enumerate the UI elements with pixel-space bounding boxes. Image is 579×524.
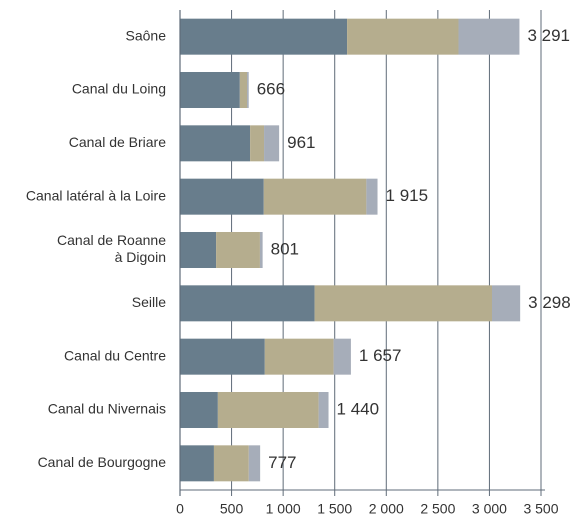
x-tick-label: 0 <box>176 501 184 517</box>
bar-segment <box>180 18 348 55</box>
bar-segment <box>216 232 260 268</box>
bar-segment <box>318 392 329 428</box>
bar-segment <box>264 125 280 162</box>
bar-segment <box>250 125 265 162</box>
bar-segment <box>239 72 248 108</box>
bar-segment <box>333 338 351 375</box>
bar-segment <box>248 445 261 482</box>
x-tick-label: 500 <box>220 501 244 517</box>
x-tick-label: 1 500 <box>317 501 352 517</box>
bar-segment <box>458 18 520 55</box>
total-label: 1 915 <box>386 186 429 205</box>
bar-segment <box>347 18 459 55</box>
category-label: à Digoin <box>115 249 166 265</box>
bar-segment <box>263 178 367 215</box>
category-label: Seille <box>132 294 166 310</box>
bar-segment <box>180 338 265 375</box>
total-label: 801 <box>271 239 299 258</box>
bar-segment <box>217 392 319 428</box>
category-label: Canal du Nivernais <box>48 401 166 417</box>
bar-segment <box>264 338 334 375</box>
bar-segment <box>180 178 264 215</box>
category-label: Canal du Loing <box>72 81 166 97</box>
x-tick-label: 2 000 <box>369 501 404 517</box>
total-label: 1 657 <box>359 346 402 365</box>
total-label: 961 <box>287 133 315 152</box>
total-label: 3 298 <box>528 293 571 312</box>
bar-segment <box>180 445 214 482</box>
x-tick-label: 2 500 <box>420 501 455 517</box>
bar-segment <box>259 232 263 268</box>
bar-segment <box>213 445 249 482</box>
category-label: Canal de Roanne <box>57 232 166 248</box>
bar-segment <box>180 392 218 428</box>
category-label: Canal du Centre <box>64 347 166 363</box>
bar-segment <box>366 178 378 215</box>
bar-segment <box>180 125 251 162</box>
bar-segment <box>180 232 217 268</box>
bar-segment <box>180 72 240 108</box>
total-label: 666 <box>257 79 285 98</box>
x-tick-label: 1 000 <box>266 501 301 517</box>
category-label: Saône <box>126 27 167 43</box>
category-label: Canal de Bourgogne <box>38 454 167 470</box>
bar-segment <box>180 285 315 322</box>
category-label: Canal de Briare <box>69 134 166 150</box>
total-label: 777 <box>268 453 296 472</box>
total-label: 1 440 <box>337 399 380 418</box>
bar-segment <box>492 285 521 322</box>
bar-segment <box>247 72 249 108</box>
total-label: 3 291 <box>527 26 570 45</box>
x-tick-label: 3 500 <box>523 501 558 517</box>
x-tick-label: 3 000 <box>472 501 507 517</box>
category-label: Canal latéral à la Loire <box>26 187 166 203</box>
bar-segment <box>314 285 493 322</box>
